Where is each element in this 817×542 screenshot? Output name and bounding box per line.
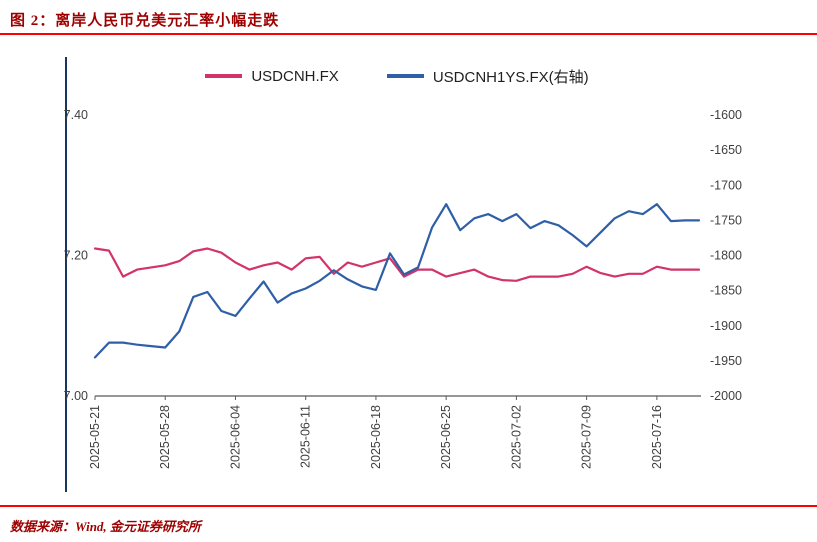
- y-axis-left-label: 7.40: [64, 108, 88, 122]
- y-axis-right-label: -1750: [710, 213, 742, 227]
- series-line-0: [93, 247, 701, 282]
- legend-swatch-icon: [386, 74, 424, 78]
- x-axis-label: 2025-06-04: [228, 405, 242, 469]
- x-axis-label: 2025-05-21: [88, 405, 102, 469]
- x-axis-label: 2025-06-11: [299, 405, 313, 468]
- y-axis-left-label: 7.20: [64, 249, 88, 263]
- y-axis-right-label: -1650: [710, 143, 742, 157]
- x-axis-label: 2025-07-16: [650, 405, 664, 469]
- y-axis-right-label: -1900: [710, 319, 742, 333]
- x-axis-label: 2025-07-02: [509, 405, 523, 469]
- data-source: 数据来源：Wind, 金元证券研究所: [10, 519, 201, 534]
- y-axis-right-label: -1700: [710, 178, 742, 192]
- chart-left-border: [65, 57, 67, 492]
- chart-legend: USDCNH.FX USDCNH1YS.FX(右轴): [95, 64, 699, 88]
- y-axis-right-label: -1800: [710, 249, 742, 263]
- x-axis-label: 2025-06-18: [369, 405, 383, 469]
- y-axis-right-label: -1600: [710, 108, 742, 122]
- legend-label: USDCNH.FX: [251, 67, 339, 85]
- y-axis-left-label: 7.00: [64, 389, 88, 403]
- legend-item-1: USDCNH1YS.FX(右轴): [386, 66, 589, 87]
- x-axis-label: 2025-07-09: [580, 405, 594, 469]
- x-axis-label: 2025-05-28: [158, 405, 172, 469]
- legend-swatch-icon: [205, 74, 243, 78]
- source-divider-rule: [0, 505, 817, 507]
- legend-label: USDCNH1YS.FX(右轴): [432, 68, 589, 86]
- legend-item-0: USDCNH.FX: [205, 68, 339, 85]
- series-line-1: [93, 203, 701, 359]
- y-axis-right-label: -1950: [710, 354, 742, 368]
- y-axis-right-label: -1850: [710, 284, 742, 298]
- x-axis-label: 2025-06-25: [439, 405, 453, 469]
- y-axis-right-label: -2000: [710, 389, 742, 403]
- figure-title: 图 2：离岸人民币兑美元汇率小幅走跌: [10, 13, 280, 29]
- title-divider-rule: [0, 33, 817, 35]
